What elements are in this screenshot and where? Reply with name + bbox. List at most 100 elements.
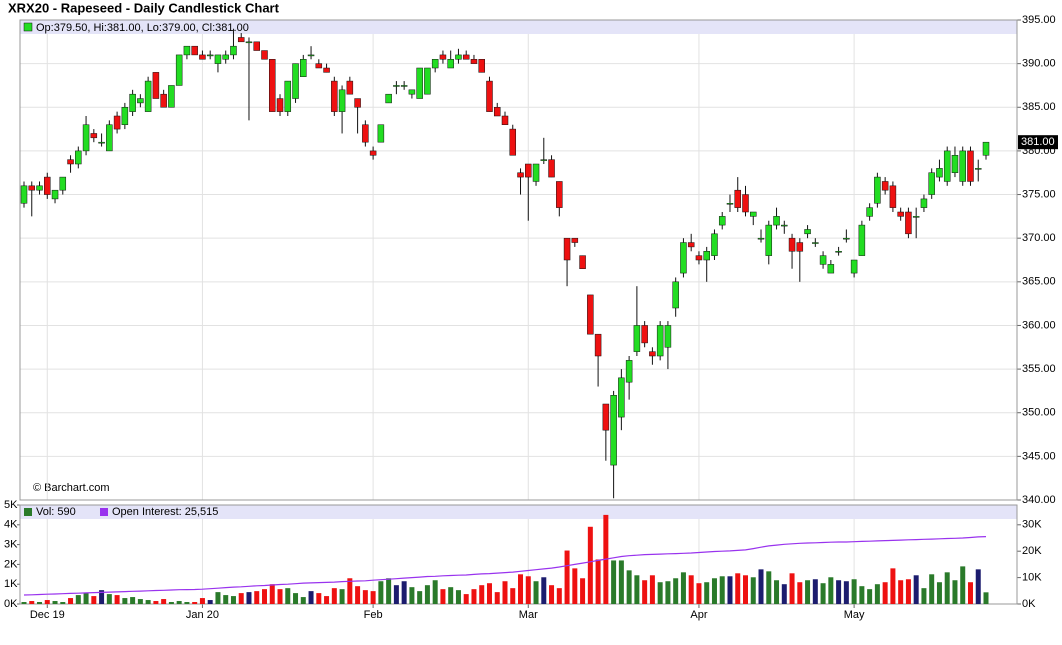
- candle-body: [493, 107, 501, 117]
- volume-bar: [944, 572, 950, 604]
- candle-body: [881, 181, 889, 191]
- candle-body: [602, 403, 610, 431]
- candle-body: [874, 176, 881, 204]
- candle-body: [796, 242, 804, 252]
- candle-body: [959, 150, 966, 182]
- candle-body: [51, 189, 59, 200]
- volume-bar: [479, 585, 485, 604]
- volume-bar: [828, 577, 834, 604]
- candle-body: [633, 325, 641, 352]
- candle-body: [261, 50, 268, 60]
- volume-bar: [300, 597, 306, 604]
- volume-bar: [262, 589, 267, 604]
- volume-bar: [238, 593, 244, 604]
- y-tick-label: 385.00: [1022, 101, 1056, 113]
- volume-bar: [673, 578, 679, 604]
- volume-bar: [285, 588, 291, 604]
- candle-body: [315, 63, 323, 69]
- candle-body: [641, 325, 648, 344]
- candle-body: [525, 163, 532, 178]
- volume-bar: [595, 559, 601, 604]
- volume-bar: [161, 599, 167, 604]
- volume-bar: [952, 580, 958, 604]
- volume-bar: [549, 585, 555, 604]
- candle-body: [400, 85, 408, 87]
- volume-bar: [626, 570, 632, 604]
- x-tick-label: Feb: [364, 609, 383, 621]
- candle-body: [331, 80, 338, 112]
- volume-bar: [192, 602, 198, 604]
- candle-body: [478, 59, 485, 73]
- candle-body: [199, 54, 206, 60]
- candle-body: [571, 237, 579, 243]
- volume-bar: [704, 582, 710, 604]
- candle-body: [951, 155, 959, 173]
- volume-bar: [308, 591, 314, 604]
- candle-body: [455, 54, 462, 60]
- volume-bar: [580, 578, 586, 604]
- candle-body: [462, 54, 470, 60]
- candle-body: [664, 325, 672, 348]
- volume-bar: [230, 596, 236, 604]
- candle-body: [152, 72, 160, 99]
- volume-bar: [743, 575, 748, 604]
- volume-bar: [199, 598, 205, 604]
- volume-bar: [867, 589, 873, 604]
- candle-body: [144, 80, 152, 112]
- candle-body: [695, 255, 703, 261]
- candle-body: [517, 172, 524, 178]
- candle-body: [742, 194, 749, 213]
- candle-body: [563, 237, 571, 261]
- candle-body: [757, 237, 765, 240]
- volume-bar: [347, 578, 353, 604]
- legend-band: [20, 20, 1017, 34]
- candle-body: [307, 54, 315, 57]
- volume-bar: [486, 583, 492, 604]
- volume-bar: [331, 588, 337, 604]
- x-tick-label: Dec 19: [30, 609, 65, 621]
- candle-body: [912, 216, 920, 218]
- candle-body: [579, 255, 586, 269]
- candle-body: [501, 115, 509, 125]
- chart-title: XRX20 - Rapeseed - Daily Candlestick Cha…: [8, 0, 280, 15]
- candle-body: [245, 41, 253, 44]
- volume-legend-band: [20, 505, 1017, 519]
- volume-bar: [29, 601, 35, 604]
- volume-bar: [316, 593, 322, 604]
- volume-bar: [960, 566, 966, 604]
- candle-body: [781, 224, 788, 227]
- candle-body: [20, 185, 28, 204]
- volume-bar: [424, 585, 430, 604]
- candle-body: [936, 168, 943, 178]
- volume-bar: [983, 592, 989, 604]
- volume-bar: [518, 574, 524, 604]
- volume-bar: [378, 581, 384, 604]
- candle-body: [183, 45, 191, 56]
- volume-bar: [905, 579, 911, 604]
- candle-body: [354, 98, 361, 108]
- volume-bar: [913, 575, 919, 604]
- candle-body: [672, 281, 679, 309]
- candle-body: [587, 294, 594, 335]
- candle-body: [44, 176, 51, 195]
- volume-bar: [99, 590, 105, 604]
- candle-body: [718, 216, 726, 226]
- volume-bar: [975, 569, 981, 604]
- volume-bar: [324, 596, 330, 604]
- volume-bar: [789, 573, 795, 604]
- volume-bar: [564, 550, 570, 604]
- volume-tick-label: 3K: [4, 539, 18, 551]
- candle-body: [36, 185, 43, 191]
- candle-body: [625, 360, 633, 383]
- candle-body: [889, 185, 897, 208]
- last-price-box: [1018, 135, 1058, 150]
- volume-bar: [696, 583, 702, 604]
- volume-bar: [890, 568, 896, 604]
- volume-bar: [269, 584, 275, 604]
- candle-body: [610, 395, 617, 466]
- candle-body: [897, 211, 904, 217]
- candle-body: [222, 54, 229, 60]
- volume-bar: [727, 576, 733, 604]
- y-tick-label: 375.00: [1022, 188, 1056, 200]
